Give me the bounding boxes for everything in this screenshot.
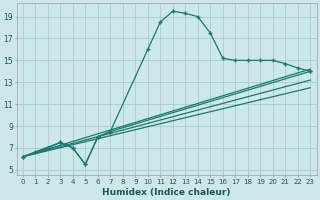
X-axis label: Humidex (Indice chaleur): Humidex (Indice chaleur) — [102, 188, 231, 197]
